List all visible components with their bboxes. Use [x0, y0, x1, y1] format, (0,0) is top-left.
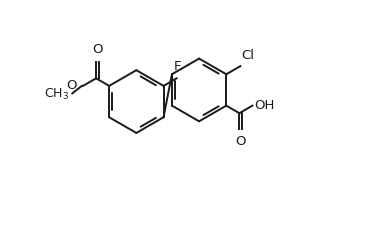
Text: O: O: [236, 135, 246, 148]
Text: Cl: Cl: [241, 49, 255, 62]
Text: CH$_3$: CH$_3$: [44, 87, 69, 102]
Text: OH: OH: [254, 99, 275, 112]
Text: O: O: [92, 44, 103, 56]
Text: O: O: [67, 79, 77, 92]
Text: F: F: [174, 60, 181, 73]
